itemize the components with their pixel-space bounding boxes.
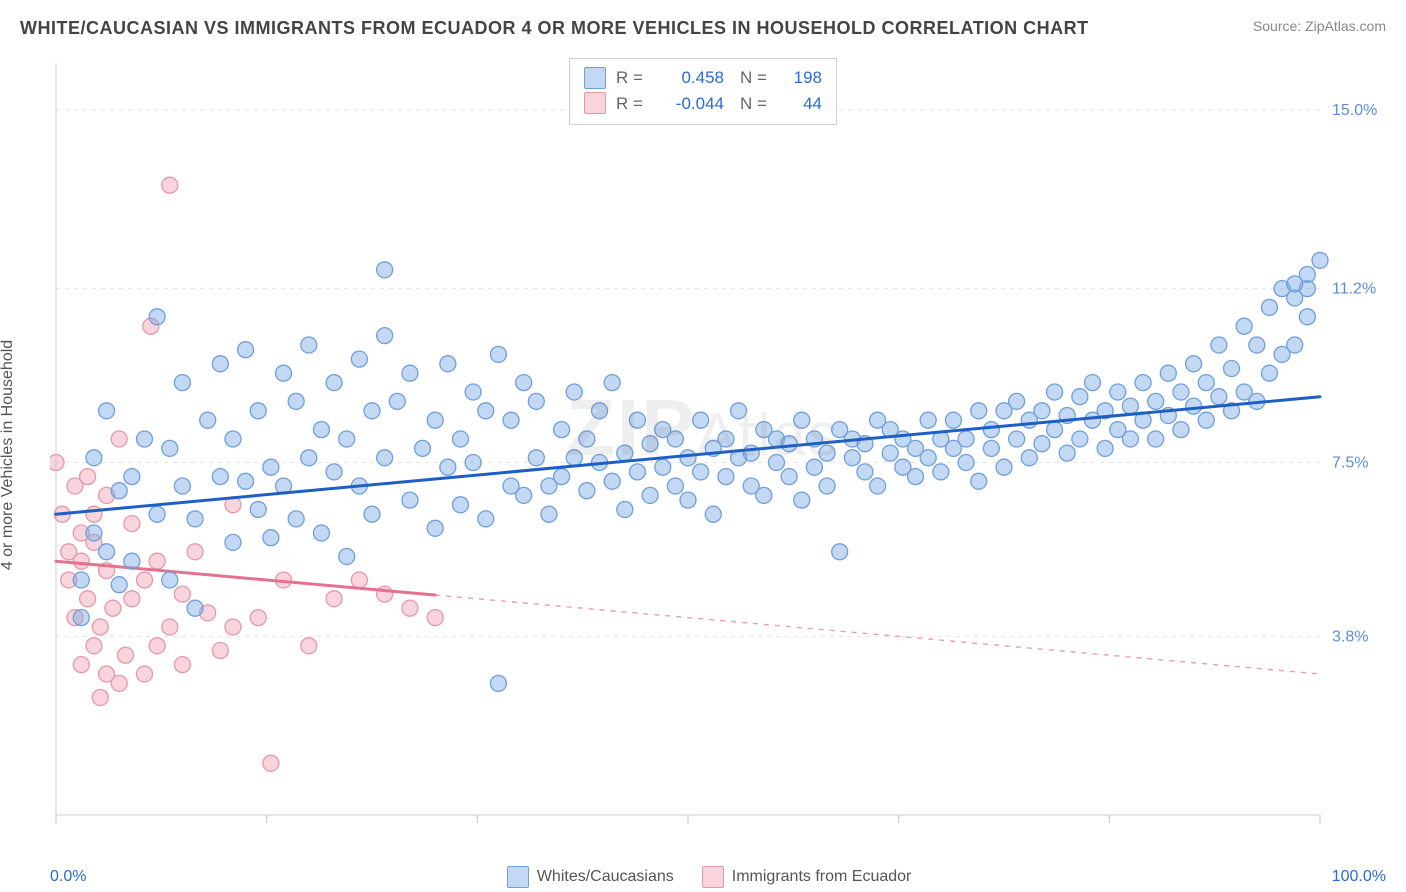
legend-swatch <box>507 866 529 888</box>
r-value: -0.044 <box>654 91 724 117</box>
correlation-legend-row: R = 0.458 N = 198 <box>584 65 822 91</box>
correlation-legend-row: R = -0.044 N = 44 <box>584 91 822 117</box>
series-legend-item: Immigrants from Ecuador <box>702 866 912 888</box>
chart-title: WHITE/CAUCASIAN VS IMMIGRANTS FROM ECUAD… <box>20 18 1089 39</box>
x-min-label: 0.0% <box>50 868 86 886</box>
scatter-chart: 3.8% 7.5% 11.2% 15.0% <box>50 55 1390 845</box>
source-label: Source: ZipAtlas.com <box>1253 18 1386 34</box>
svg-text:3.8%: 3.8% <box>1332 628 1368 645</box>
legend-swatch <box>584 67 606 89</box>
legend-swatch <box>584 92 606 114</box>
n-value: 44 <box>778 91 822 117</box>
r-label: R = <box>616 91 644 117</box>
y-axis-label: 4 or more Vehicles in Household <box>0 340 17 570</box>
series-legend-label: Whites/Caucasians <box>537 868 674 886</box>
r-value: 0.458 <box>654 65 724 91</box>
svg-text:11.2%: 11.2% <box>1332 281 1376 298</box>
n-label: N = <box>740 91 768 117</box>
series-legend-item: Whites/Caucasians <box>507 866 674 888</box>
correlation-legend: R = 0.458 N = 198 R = -0.044 N = 44 <box>569 58 837 125</box>
svg-text:15.0%: 15.0% <box>1332 102 1377 119</box>
series-legend-label: Immigrants from Ecuador <box>732 868 912 886</box>
r-label: R = <box>616 65 644 91</box>
n-value: 198 <box>778 65 822 91</box>
bottom-legend: 0.0% Whites/Caucasians Immigrants from Ec… <box>50 866 1386 888</box>
chart-area: 3.8% 7.5% 11.2% 15.0% <box>50 55 1390 845</box>
legend-swatch <box>702 866 724 888</box>
svg-text:7.5%: 7.5% <box>1332 455 1368 472</box>
n-label: N = <box>740 65 768 91</box>
x-max-label: 100.0% <box>1332 868 1386 886</box>
